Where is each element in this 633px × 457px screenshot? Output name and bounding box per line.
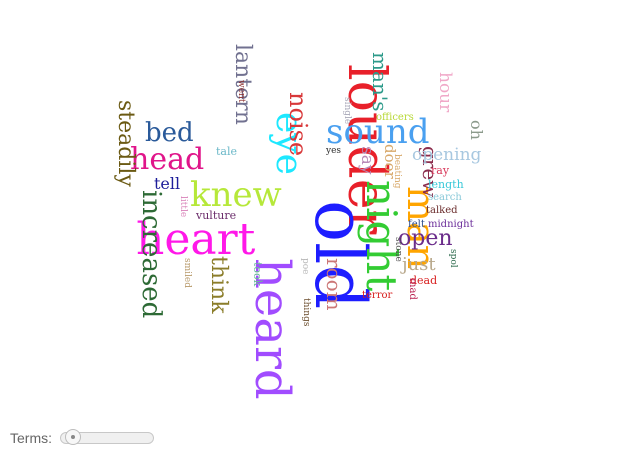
- word-talked: talked: [426, 205, 458, 216]
- word-little: little: [178, 196, 188, 218]
- terms-slider-handle[interactable]: [65, 429, 81, 445]
- word-dead: dead: [410, 274, 438, 287]
- word-ray: ray: [431, 164, 450, 177]
- word-knew: knew: [190, 175, 282, 215]
- word-bed: bed: [145, 118, 194, 148]
- word-single: single: [342, 97, 352, 125]
- word-head: head: [130, 142, 205, 177]
- word-hour: hour: [435, 72, 455, 113]
- word-spol: spol: [448, 249, 458, 268]
- word-heart: heart: [136, 214, 256, 265]
- word-think: think: [206, 256, 231, 314]
- word-length: length: [428, 178, 464, 191]
- word-say: say: [357, 146, 377, 175]
- terms-slider[interactable]: [60, 429, 154, 445]
- terms-label: Terms:: [10, 430, 52, 446]
- word-beating: beating: [392, 154, 402, 189]
- word-things: things: [301, 298, 311, 327]
- word-tale: tale: [216, 145, 238, 158]
- word-felt: felt: [408, 219, 425, 230]
- word-room: room: [322, 258, 346, 311]
- word-oh: oh: [467, 120, 486, 140]
- word-just: just: [402, 254, 436, 275]
- word-smiled: smiled: [182, 258, 192, 288]
- word-officers: officers: [376, 112, 414, 123]
- word-mad: mad: [407, 278, 418, 300]
- word-poe: poe: [300, 258, 310, 275]
- word-night: night: [357, 180, 406, 292]
- word-search: search: [428, 192, 462, 203]
- word-midnight: midnight: [428, 219, 474, 230]
- word-vulture: vulture: [196, 209, 237, 222]
- word-terror: terror: [362, 290, 393, 301]
- terms-control: Terms:: [10, 428, 154, 448]
- word-noise: noise: [284, 92, 312, 157]
- word-yes: yes: [326, 146, 342, 156]
- word-opening: opening: [412, 145, 482, 165]
- word-increased: increased: [136, 190, 166, 319]
- word-mans: man's: [368, 52, 392, 112]
- word-went: went: [236, 80, 246, 103]
- word-cloud: louder old heart heard night man sound k…: [113, 44, 486, 400]
- word-took: took: [251, 262, 264, 287]
- word-steadily: steadily: [113, 100, 138, 187]
- word-sound: sound: [326, 112, 430, 152]
- word-stone: stone: [393, 237, 403, 262]
- word-tell: tell: [154, 174, 181, 193]
- word-open: open: [398, 226, 453, 251]
